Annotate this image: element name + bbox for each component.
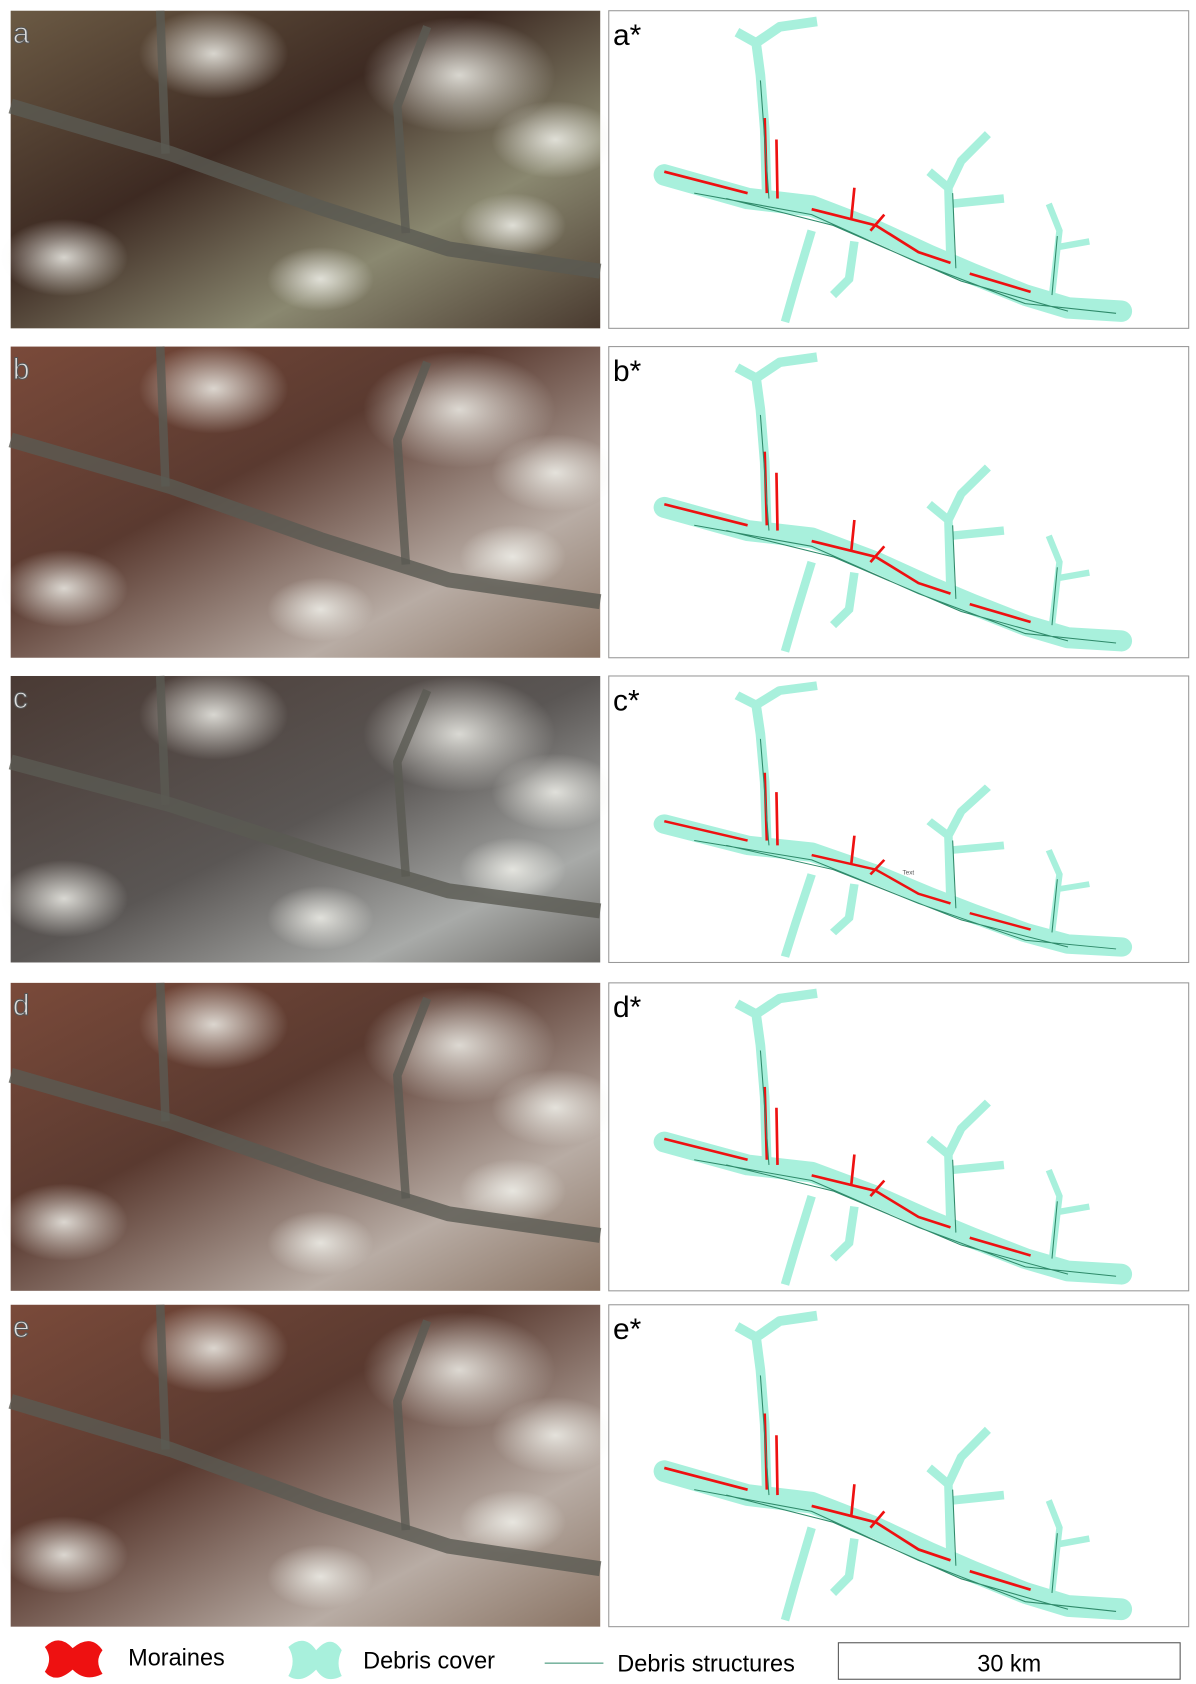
snow-patch <box>491 434 619 511</box>
snow-patch <box>0 550 128 627</box>
map-label: c* <box>613 684 640 717</box>
snow-patch <box>491 1069 619 1146</box>
legend-label: Debris structures <box>617 1651 795 1677</box>
snow-patch <box>267 577 374 641</box>
satellite-image: a <box>0 9 619 329</box>
map-frame <box>609 983 1189 1291</box>
snow-patch <box>491 101 619 178</box>
panel-label: a <box>13 17 30 50</box>
map-frame <box>609 676 1189 962</box>
map-label: d* <box>613 991 642 1024</box>
map-label: b* <box>613 355 642 388</box>
panel-label: d <box>13 989 30 1022</box>
panel-label: c <box>13 682 28 715</box>
page: a a* b b* c c* Text d d* e e* Moraines Debris cover D… <box>0 0 1196 1684</box>
figure-content: a a* b b* c c* Text d d* e e* Moraines Debris cover D… <box>0 9 1189 1680</box>
legend-label: Moraines <box>128 1644 225 1670</box>
satellite-image: e <box>0 1303 619 1626</box>
legend: Moraines Debris cover Debris structures 30 … <box>45 1640 1180 1679</box>
annotation: Text <box>902 869 914 876</box>
legend-label: Debris cover <box>363 1647 495 1673</box>
scale-bar-label: 30 km <box>977 1651 1041 1677</box>
snow-patch <box>267 886 374 950</box>
map-label: a* <box>613 19 642 52</box>
satellite-image: c <box>0 670 619 963</box>
panel-label: b <box>13 353 30 386</box>
map-frame <box>609 347 1189 658</box>
panel-label: e <box>13 1311 30 1344</box>
snow-patch <box>0 1184 128 1261</box>
snow-patch <box>491 1397 619 1474</box>
snow-patch <box>491 754 619 831</box>
legend-debris-swatch <box>288 1641 341 1679</box>
map-label: e* <box>613 1313 642 1346</box>
satellite-image: d <box>0 979 619 1290</box>
snow-patch <box>267 1544 374 1608</box>
map-frame <box>609 1305 1189 1627</box>
snow-patch <box>267 247 374 311</box>
snow-patch <box>0 219 128 296</box>
snow-patch <box>0 860 128 937</box>
snow-patch <box>0 1516 128 1593</box>
legend-moraine-swatch <box>45 1640 103 1677</box>
satellite-image: b <box>0 344 619 658</box>
figure: a a* b b* c c* Text d d* e e* Moraines Debris cover D… <box>0 0 1196 1684</box>
map-frame <box>609 11 1189 329</box>
snow-patch <box>267 1211 374 1275</box>
